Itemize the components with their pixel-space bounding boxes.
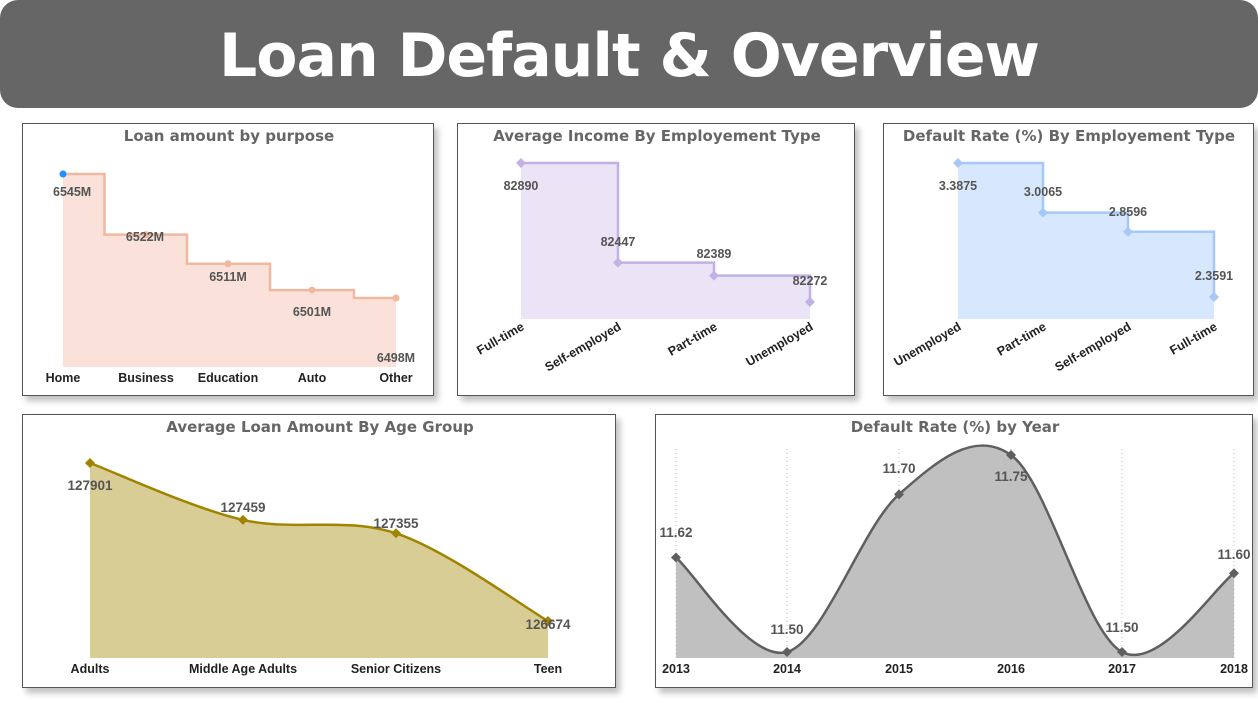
chart-svg: Default Rate (%) by Year 11.62 11.50 11.70… bbox=[659, 418, 1250, 676]
data-label: 6511M bbox=[209, 270, 247, 284]
category-label: Middle Age Adults bbox=[189, 662, 297, 676]
data-label: 127355 bbox=[373, 516, 419, 531]
data-point bbox=[894, 489, 904, 500]
series-line bbox=[958, 161, 1216, 297]
chart-svg: Default Rate (%) By Employement Type 3.3… bbox=[892, 127, 1236, 374]
series-area bbox=[676, 445, 1234, 658]
data-point bbox=[85, 458, 95, 468]
data-label: 82389 bbox=[697, 247, 732, 261]
category-label: Self-employed bbox=[1053, 319, 1134, 374]
data-label: 82890 bbox=[504, 179, 539, 193]
data-label: 127901 bbox=[67, 478, 113, 493]
data-label: 11.75 bbox=[994, 469, 1028, 484]
data-label: 6498M bbox=[377, 351, 415, 365]
data-label: 3.3875 bbox=[939, 179, 977, 193]
series-line bbox=[675, 444, 1235, 657]
data-point bbox=[1209, 292, 1219, 302]
data-point bbox=[224, 260, 232, 268]
category-label: Education bbox=[198, 371, 258, 385]
chart-title: Loan amount by purpose bbox=[124, 127, 334, 145]
category-label: Business bbox=[118, 371, 174, 385]
category-label: Auto bbox=[298, 371, 327, 385]
chart-loan-amount-by-purpose[interactable]: Loan amount by purpose 6545M 6522M 6511M 65… bbox=[22, 123, 434, 396]
data-label: 2.3591 bbox=[1195, 269, 1233, 283]
data-label: 82447 bbox=[601, 235, 636, 249]
chart-default-rate-by-year[interactable]: Default Rate (%) by Year 11.62 11.50 11.70… bbox=[655, 414, 1253, 688]
category-label: Senior Citizens bbox=[351, 662, 441, 676]
data-point bbox=[953, 158, 963, 168]
category-label: Unemployed bbox=[892, 319, 964, 369]
chart-title: Default Rate (%) By Employement Type bbox=[903, 127, 1235, 145]
data-point bbox=[709, 270, 719, 281]
data-label: 127459 bbox=[220, 500, 265, 515]
data-point bbox=[392, 294, 400, 302]
data-point bbox=[1006, 450, 1016, 460]
data-point bbox=[1117, 647, 1127, 657]
data-label: 11.50 bbox=[770, 622, 803, 637]
series-line bbox=[521, 161, 812, 302]
header-banner: Loan Default & Overview bbox=[0, 0, 1258, 108]
category-label: Part-time bbox=[666, 319, 720, 358]
category-label: Home bbox=[46, 371, 81, 385]
data-point bbox=[671, 552, 681, 563]
chart-average-income-by-employment[interactable]: Average Income By Employement Type 82890… bbox=[457, 123, 855, 396]
category-label: Teen bbox=[534, 662, 562, 676]
chart-svg: Average Income By Employement Type 82890… bbox=[474, 127, 828, 374]
data-point bbox=[805, 297, 815, 307]
category-label: 2015 bbox=[885, 662, 913, 676]
category-label: Part-time bbox=[995, 319, 1049, 358]
category-label: Adults bbox=[71, 662, 110, 676]
chart-title: Default Rate (%) by Year bbox=[851, 418, 1060, 436]
data-point bbox=[1123, 226, 1133, 237]
data-point bbox=[308, 286, 316, 294]
category-label: 2017 bbox=[1108, 662, 1136, 676]
data-point bbox=[59, 170, 67, 178]
category-label: Full-time bbox=[474, 319, 526, 357]
data-label: 126674 bbox=[525, 617, 571, 632]
data-point bbox=[238, 514, 248, 525]
data-label: 6545M bbox=[53, 185, 91, 199]
chart-default-rate-by-employment[interactable]: Default Rate (%) By Employement Type 3.3… bbox=[883, 123, 1254, 396]
chart-svg: Average Loan Amount By Age Group 127901 1… bbox=[67, 418, 571, 676]
data-point bbox=[142, 231, 150, 239]
chart-title: Average Income By Employement Type bbox=[493, 127, 821, 145]
category-label: 2018 bbox=[1220, 662, 1248, 676]
data-point bbox=[1229, 568, 1239, 579]
series-area bbox=[90, 463, 548, 658]
chart-title: Average Loan Amount By Age Group bbox=[166, 418, 474, 436]
data-label: 11.60 bbox=[1217, 547, 1250, 562]
category-label: 2014 bbox=[773, 662, 801, 676]
data-label: 11.70 bbox=[882, 461, 915, 476]
data-point bbox=[516, 158, 526, 168]
page-title: Loan Default & Overview bbox=[219, 21, 1040, 91]
data-label: 3.0065 bbox=[1024, 185, 1062, 199]
data-point bbox=[782, 647, 792, 657]
data-label: 11.50 bbox=[1105, 620, 1138, 635]
category-label: Self-employed bbox=[543, 319, 624, 374]
data-point bbox=[613, 257, 623, 268]
category-label: Other bbox=[379, 371, 412, 385]
series-area bbox=[958, 163, 1214, 319]
data-point bbox=[1038, 207, 1048, 218]
category-label: Unemployed bbox=[744, 319, 816, 369]
data-point bbox=[543, 616, 553, 626]
series-line bbox=[89, 461, 549, 623]
data-label: 82272 bbox=[793, 274, 828, 288]
data-point bbox=[391, 528, 401, 539]
data-label: 6522M bbox=[126, 230, 164, 244]
chart-svg: Loan amount by purpose 6545M 6522M 6511M 65… bbox=[46, 127, 415, 385]
data-label: 6501M bbox=[293, 305, 331, 319]
chart-average-loan-by-age-group[interactable]: Average Loan Amount By Age Group 127901 1… bbox=[22, 414, 616, 688]
category-label: 2016 bbox=[997, 662, 1025, 676]
category-label: 2013 bbox=[662, 662, 690, 676]
data-label: 2.8596 bbox=[1109, 205, 1147, 219]
series-area bbox=[63, 174, 396, 367]
category-label: Full-time bbox=[1167, 319, 1219, 357]
data-label: 11.62 bbox=[659, 525, 692, 540]
series-area bbox=[521, 163, 810, 319]
